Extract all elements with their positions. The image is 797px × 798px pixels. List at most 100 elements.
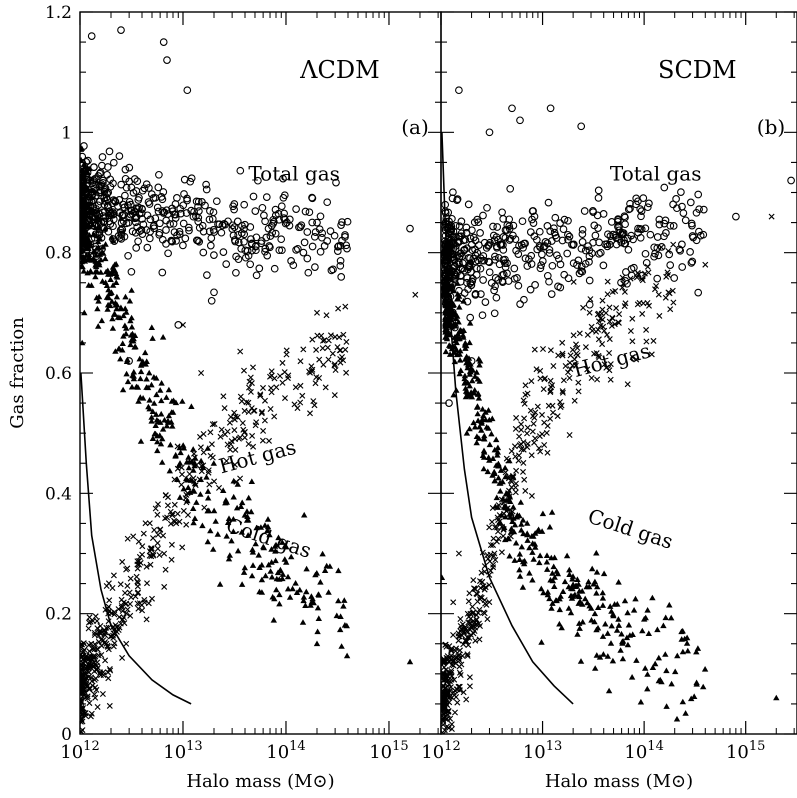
point-cross: [313, 374, 320, 381]
point-circle: [109, 158, 118, 167]
point-triangle: [466, 339, 473, 346]
point-triangle: [442, 283, 449, 290]
point-cross: [331, 392, 338, 399]
point-triangle: [183, 475, 190, 482]
point-circle: [492, 242, 501, 251]
point-triangle: [135, 398, 142, 404]
point-triangle: [272, 548, 279, 554]
point-triangle: [461, 342, 469, 348]
point-triangle: [666, 601, 673, 608]
point-triangle: [462, 345, 469, 351]
point-cross: [547, 347, 554, 354]
point-triangle: [128, 323, 136, 330]
point-circle: [686, 248, 694, 256]
point-triangle: [105, 294, 112, 301]
point-circle: [252, 233, 261, 242]
point-cross: [524, 430, 530, 437]
point-circle: [537, 261, 545, 269]
point-cross: [164, 502, 171, 509]
point-triangle: [592, 665, 599, 671]
point-triangle: [223, 533, 230, 539]
outlier-circle: [445, 399, 453, 407]
point-cross: [86, 614, 93, 621]
point-circle: [669, 200, 677, 209]
point-triangle: [556, 620, 563, 627]
point-cross: [567, 352, 574, 359]
point-cross: [441, 730, 447, 734]
point-cross: [522, 382, 529, 389]
point-triangle: [596, 654, 604, 660]
point-triangle: [241, 564, 248, 571]
point-circle: [221, 220, 230, 229]
point-triangle: [197, 457, 205, 464]
point-triangle: [272, 557, 279, 564]
point-triangle: [279, 571, 287, 577]
point-cross: [116, 624, 123, 631]
point-triangle: [310, 599, 317, 606]
point-cross: [520, 446, 527, 453]
point-circle: [214, 220, 222, 229]
point-cross: [493, 538, 500, 545]
point-circle: [131, 218, 140, 227]
point-cross: [508, 448, 515, 455]
outlier-circle: [313, 218, 321, 227]
point-cross: [174, 510, 181, 517]
point-cross: [241, 434, 248, 441]
point-circle: [581, 246, 590, 255]
point-cross: [540, 346, 546, 352]
point-triangle: [678, 636, 685, 642]
point-cross: [85, 656, 91, 663]
point-triangle: [130, 375, 138, 382]
point-cross: [447, 684, 454, 691]
point-cross: [456, 669, 463, 676]
point-triangle: [111, 311, 118, 317]
point-cross: [615, 319, 622, 326]
point-cross: [607, 361, 614, 368]
point-triangle: [230, 516, 237, 522]
point-circle: [629, 235, 637, 244]
point-circle: [241, 220, 249, 229]
point-circle: [472, 271, 481, 279]
point-circle: [110, 237, 119, 246]
point-cross: [482, 584, 489, 591]
point-cross: [162, 515, 169, 522]
point-cross: [512, 453, 519, 460]
point-circle: [182, 209, 191, 217]
point-triangle: [662, 614, 669, 621]
point-triangle: [530, 556, 537, 562]
point-circle: [599, 210, 608, 218]
point-circle: [292, 246, 300, 254]
point-circle: [206, 207, 214, 215]
point-cross: [92, 694, 99, 701]
point-cross: [490, 564, 497, 571]
point-cross: [80, 715, 85, 722]
point-cross: [559, 388, 566, 395]
point-circle: [127, 267, 136, 276]
point-cross: [441, 710, 447, 717]
point-triangle: [511, 521, 519, 528]
point-triangle: [481, 435, 488, 442]
point-triangle: [343, 652, 351, 659]
point-cross: [475, 609, 482, 616]
point-triangle: [629, 631, 636, 637]
point-circle: [98, 161, 106, 170]
point-triangle: [516, 573, 524, 579]
point-triangle: [102, 255, 109, 262]
point-cross: [652, 286, 658, 293]
point-triangle: [128, 314, 135, 321]
point-triangle: [210, 546, 217, 552]
point-circle: [255, 264, 264, 273]
point-cross: [444, 715, 451, 722]
point-cross: [465, 619, 472, 626]
point-circle: [151, 214, 160, 223]
point-triangle: [167, 441, 174, 448]
point-cross: [80, 679, 84, 686]
point-circle: [205, 215, 214, 224]
point-triangle: [80, 248, 85, 255]
point-cross: [243, 399, 250, 406]
point-circle: [234, 238, 243, 247]
point-cross: [292, 384, 299, 391]
point-cross: [227, 446, 234, 453]
point-cross: [94, 704, 101, 710]
point-circle: [311, 263, 319, 271]
